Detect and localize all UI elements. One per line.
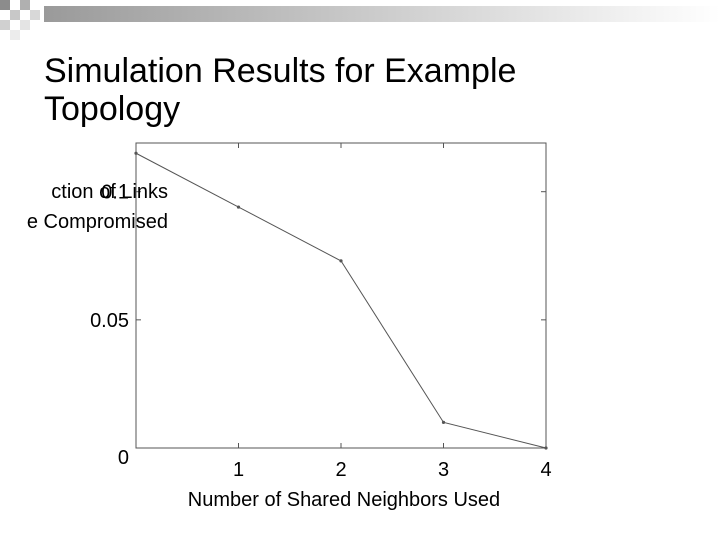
data-point	[236, 205, 241, 209]
data-point	[544, 446, 548, 450]
x-tick-label: 4	[540, 459, 551, 481]
data-point	[134, 151, 138, 155]
y-axis-label: e Compromised	[27, 211, 168, 233]
data-line	[135, 152, 547, 449]
x-tick-label: 1	[233, 459, 244, 481]
y-tick-label: 0	[118, 447, 129, 469]
x-axis-label: Number of Shared Neighbors Used	[188, 489, 500, 511]
plot-frame	[135, 142, 547, 449]
slide-title: Simulation Results for Example Topology	[44, 52, 516, 128]
y-tick-label: 0.1	[101, 182, 129, 204]
x-tick-label: 3	[438, 459, 449, 481]
decoration	[0, 0, 720, 40]
y-axis-label: ction of Links	[51, 181, 168, 203]
y-tick-label: 0.05	[90, 310, 129, 332]
plot: 0 0.05 0.1 1 2 3 4 Number of Shared Neighbors U…	[27, 142, 552, 511]
data-point	[339, 259, 343, 263]
x-tick-label: 2	[335, 459, 346, 481]
data-point	[441, 420, 446, 424]
